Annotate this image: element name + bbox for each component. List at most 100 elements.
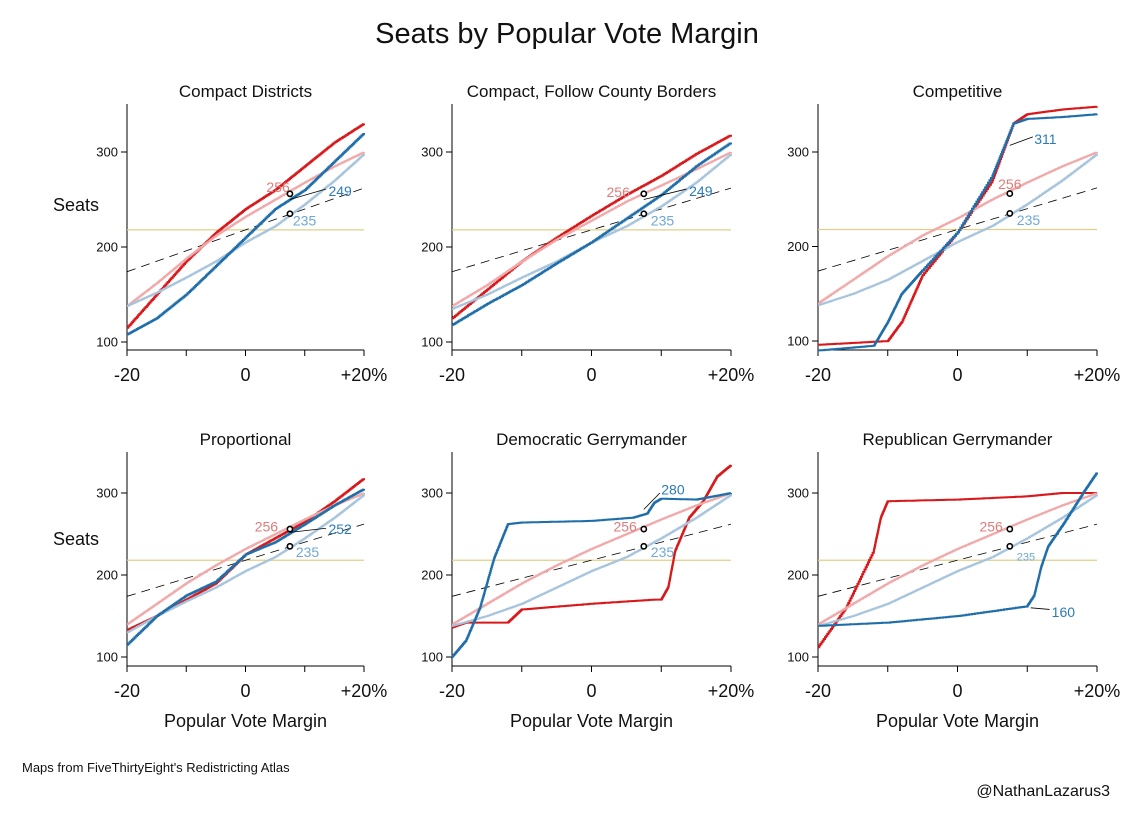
reference-line bbox=[126, 187, 365, 273]
series-light-blue bbox=[127, 494, 365, 634]
x-tick-label: -20 bbox=[114, 365, 140, 385]
series-dark-blue bbox=[818, 472, 1098, 627]
y-tick-label: 200 bbox=[96, 568, 118, 583]
y-tick-label: 300 bbox=[787, 486, 809, 501]
y-tick-label: 100 bbox=[787, 334, 809, 349]
y-tick-label: 100 bbox=[96, 335, 118, 350]
data-label: 256 bbox=[613, 519, 637, 535]
y-tick-label: 300 bbox=[421, 486, 443, 501]
highlight-marker bbox=[1006, 542, 1014, 550]
data-label: 249 bbox=[328, 183, 352, 199]
data-label: 235 bbox=[1017, 551, 1035, 563]
data-label: 235 bbox=[651, 544, 675, 560]
reference-line bbox=[451, 523, 732, 597]
highlight-marker bbox=[640, 542, 648, 550]
y-tick-label: 200 bbox=[421, 568, 443, 583]
label-leader bbox=[643, 188, 687, 200]
x-axis-label: Popular Vote Margin bbox=[876, 711, 1039, 731]
series-dark-blue bbox=[818, 113, 1098, 352]
data-label: 256 bbox=[266, 179, 290, 195]
data-label: 280 bbox=[661, 482, 685, 498]
panel-title: Republican Gerrymander bbox=[863, 430, 1053, 449]
x-tick-label: 0 bbox=[952, 365, 962, 385]
label-leader bbox=[289, 527, 327, 533]
x-axis-label: Popular Vote Margin bbox=[164, 711, 327, 731]
panel-5: Democratic Gerrymander 100 200 300 -20 0 +20% 2… bbox=[421, 430, 754, 731]
highlight-marker bbox=[1006, 190, 1014, 197]
y-tick-label: 300 bbox=[96, 145, 118, 160]
data-label: 256 bbox=[998, 176, 1022, 192]
highlight-marker bbox=[286, 210, 294, 218]
highlight-marker bbox=[1006, 525, 1014, 533]
panel-2: Compact, Follow County Borders 100 200 300 -… bbox=[421, 82, 754, 385]
series-light-red bbox=[127, 492, 365, 626]
series-light-blue bbox=[452, 494, 732, 627]
series-light-red bbox=[452, 151, 732, 307]
label-leader bbox=[1009, 136, 1033, 146]
highlight-marker bbox=[286, 190, 294, 198]
y-tick-label: 300 bbox=[96, 486, 118, 501]
highlight-marker bbox=[1006, 210, 1014, 217]
highlight-marker bbox=[640, 525, 648, 533]
data-label: 252 bbox=[328, 521, 352, 537]
y-tick-label: 300 bbox=[787, 145, 809, 160]
x-tick-label: -20 bbox=[805, 681, 831, 701]
series-light-blue bbox=[127, 153, 365, 307]
data-label: 311 bbox=[1034, 131, 1057, 147]
x-tick-label: +20% bbox=[708, 365, 755, 385]
y-tick-label: 100 bbox=[96, 650, 118, 665]
panel-4: Proportional 100 200 300 -20 0 +20% 256 235 252 Se… bbox=[53, 430, 387, 731]
panel-title: Compact Districts bbox=[179, 82, 312, 101]
figure-title: Seats by Popular Vote Margin bbox=[375, 18, 759, 50]
data-label: 235 bbox=[293, 212, 317, 228]
x-tick-label: +20% bbox=[1074, 681, 1121, 701]
label-leader bbox=[289, 188, 327, 200]
highlight-marker bbox=[286, 525, 294, 533]
series-light-red bbox=[452, 492, 732, 626]
series-dark-blue bbox=[127, 488, 365, 646]
x-tick-label: +20% bbox=[341, 365, 388, 385]
y-tick-label: 200 bbox=[787, 239, 809, 254]
data-label: 235 bbox=[651, 212, 675, 228]
data-label: 256 bbox=[607, 184, 631, 200]
y-tick-label: 100 bbox=[421, 650, 443, 665]
y-tick-label: 200 bbox=[421, 240, 443, 255]
data-label: 235 bbox=[1017, 212, 1041, 228]
y-tick-label: 200 bbox=[787, 568, 809, 583]
panel-title: Compact, Follow County Borders bbox=[467, 82, 716, 101]
series-dark-blue bbox=[127, 133, 365, 336]
x-tick-label: -20 bbox=[439, 681, 465, 701]
x-tick-label: -20 bbox=[114, 681, 140, 701]
series-light-red bbox=[818, 492, 1098, 626]
panel-3: Competitive 100 200 300 -20 0 +20% 311 256 235 bbox=[787, 82, 1120, 385]
x-tick-label: +20% bbox=[341, 681, 388, 701]
panel-1: Compact Districts 100 200 300 -20 0 +20% 256 235… bbox=[53, 82, 387, 385]
panel-title: Competitive bbox=[913, 82, 1003, 101]
reference-line bbox=[126, 523, 365, 597]
source-note: Maps from FiveThirtyEight's Redistrictin… bbox=[22, 760, 290, 775]
reference-line bbox=[817, 523, 1098, 597]
x-tick-label: 0 bbox=[240, 681, 250, 701]
series-dark-blue bbox=[451, 492, 732, 658]
label-leader bbox=[1030, 607, 1050, 610]
series-dark-red bbox=[818, 492, 1097, 649]
series-dark-red bbox=[452, 134, 732, 320]
y-tick-label: 100 bbox=[787, 650, 809, 665]
y-axis-label: Seats bbox=[53, 529, 99, 549]
data-label: 256 bbox=[255, 519, 279, 535]
data-label: 160 bbox=[1052, 604, 1076, 620]
highlight-marker bbox=[640, 190, 648, 198]
x-tick-label: +20% bbox=[1074, 365, 1121, 385]
x-tick-label: -20 bbox=[805, 365, 831, 385]
series-light-red bbox=[818, 151, 1098, 305]
author-credit: @NathanLazarus3 bbox=[976, 783, 1110, 800]
series-light-blue bbox=[818, 494, 1098, 627]
series-light-red bbox=[127, 151, 365, 307]
panel-title: Proportional bbox=[200, 430, 292, 449]
y-tick-label: 100 bbox=[421, 335, 443, 350]
data-label: 235 bbox=[296, 544, 320, 560]
highlight-marker bbox=[640, 210, 648, 218]
x-tick-label: 0 bbox=[240, 365, 250, 385]
panel-title: Democratic Gerrymander bbox=[496, 430, 687, 449]
